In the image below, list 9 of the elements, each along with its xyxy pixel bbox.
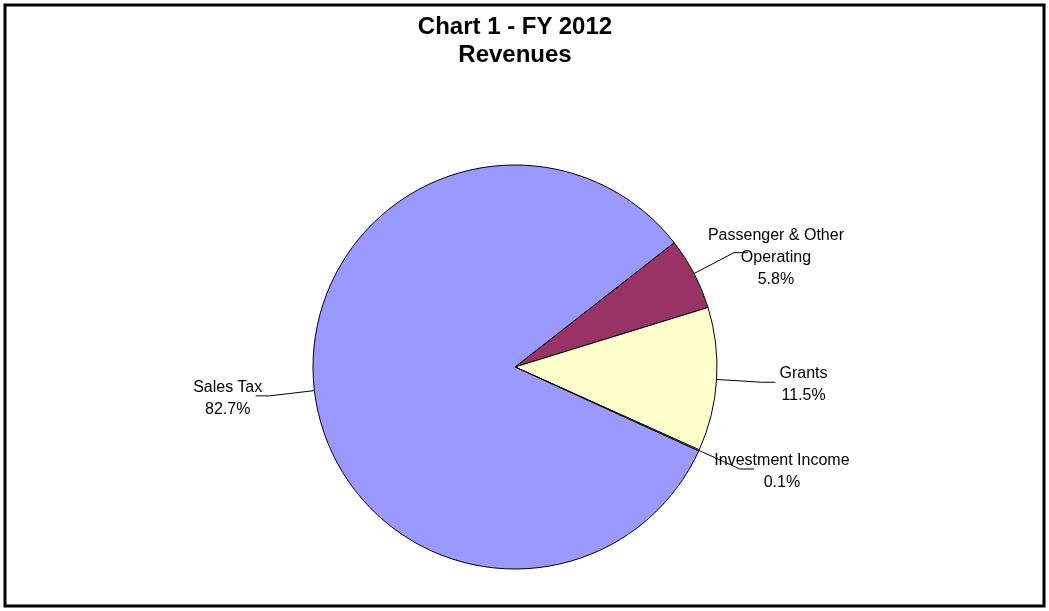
legend-label: Grants	[779, 364, 828, 382]
data-label: 0.1%	[763, 473, 801, 491]
slice-label: Sales Tax	[193, 377, 263, 395]
slice-label: Investment Income	[714, 451, 850, 469]
slice-label: Passenger & Other Operating	[707, 225, 845, 265]
chart-title: Chart 1 - FY 2012 Revenues	[417, 12, 613, 67]
data-label: 5.8%	[757, 269, 795, 287]
data-label: 82.7%	[205, 399, 251, 417]
data-label: 11.5%	[781, 386, 826, 404]
